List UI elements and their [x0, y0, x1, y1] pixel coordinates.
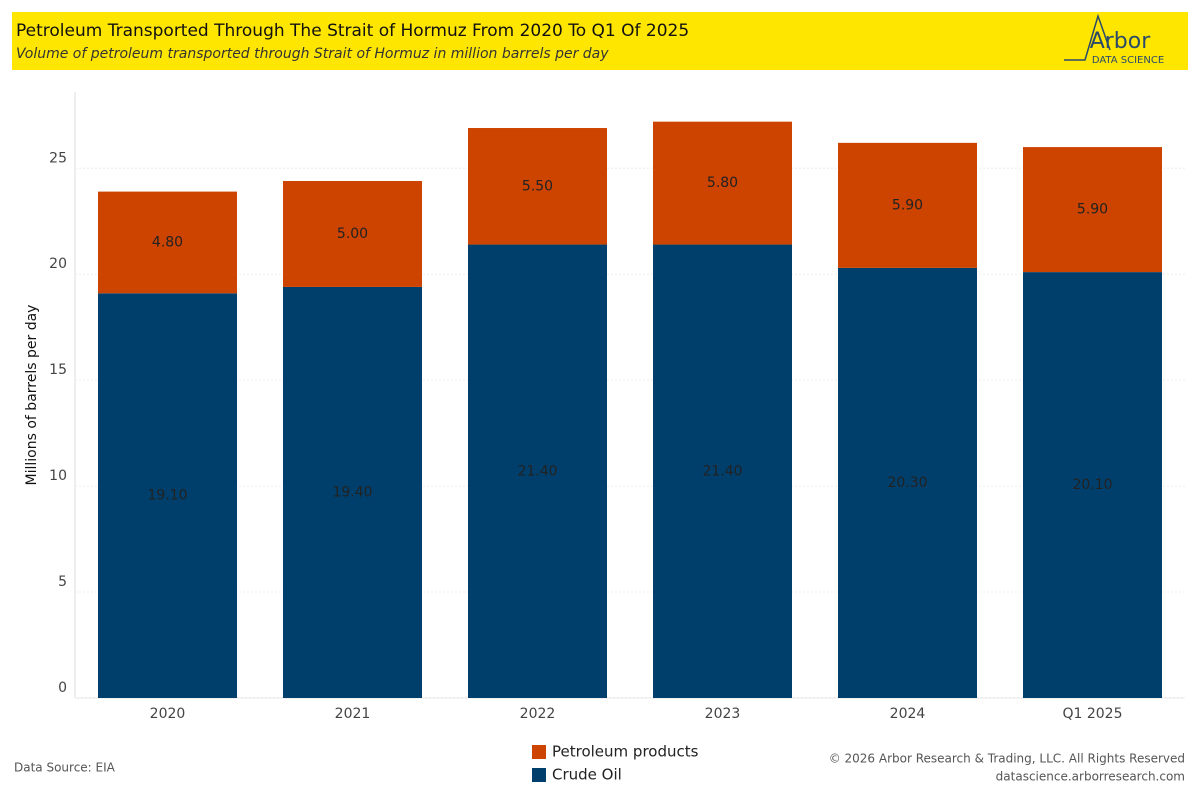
- header-band: [12, 12, 1188, 70]
- x-tick-label: Q1 2025: [1062, 706, 1122, 722]
- value-label: 5.80: [707, 175, 738, 191]
- website: datascience.arborresearch.com: [996, 770, 1185, 784]
- value-label: 5.90: [892, 197, 923, 213]
- x-tick-label: 2022: [520, 706, 556, 722]
- x-tick-label: 2024: [890, 706, 926, 722]
- value-label: 21.40: [702, 463, 742, 479]
- legend-swatch: [532, 768, 546, 782]
- value-label: 20.30: [887, 475, 927, 491]
- bar-segment: [838, 142, 977, 268]
- bar-segment: [98, 191, 237, 294]
- bar-segment: [468, 244, 607, 698]
- y-tick-label: 25: [49, 150, 67, 166]
- y-tick-label: 15: [49, 362, 67, 378]
- bar-segment: [838, 267, 977, 698]
- y-tick-label: 0: [58, 680, 67, 696]
- legend-swatch: [532, 745, 546, 759]
- y-tick-label: 20: [49, 256, 67, 272]
- value-label: 5.00: [337, 226, 368, 242]
- y-tick-label: 5: [58, 574, 67, 590]
- bar-segment: [468, 128, 607, 245]
- bar-segment: [653, 244, 792, 698]
- bar-segment: [283, 286, 422, 698]
- value-label: 4.80: [152, 234, 183, 250]
- value-label: 5.90: [1077, 202, 1108, 218]
- x-tick-label: 2023: [705, 706, 741, 722]
- value-label: 20.10: [1072, 477, 1112, 493]
- bar-segment: [283, 180, 422, 287]
- bar-segment: [653, 121, 792, 245]
- value-label: 21.40: [517, 463, 557, 479]
- logo-mark: [1064, 13, 1111, 61]
- y-tick-label: 10: [49, 468, 67, 484]
- bar-segment: [98, 293, 237, 698]
- bar-segment: [1023, 147, 1162, 273]
- value-label: 5.50: [522, 178, 553, 194]
- legend-label: Petroleum products: [552, 743, 699, 761]
- x-tick-label: 2021: [335, 706, 371, 722]
- y-axis-label: Millions of barrels per day: [24, 305, 40, 486]
- logo-name: Arbor: [1090, 29, 1152, 54]
- logo-tagline: DATA SCIENCE: [1092, 55, 1164, 66]
- chart-subtitle: Volume of petroleum transported through …: [16, 46, 609, 62]
- legend-label: Crude Oil: [552, 766, 622, 784]
- copyright: © 2026 Arbor Research & Trading, LLC. Al…: [829, 752, 1185, 766]
- value-label: 19.40: [332, 484, 372, 500]
- value-label: 19.10: [147, 488, 187, 504]
- source: Data Source: EIA: [14, 761, 116, 775]
- chart-title: Petroleum Transported Through The Strait…: [16, 21, 689, 41]
- x-tick-label: 2020: [150, 706, 186, 722]
- bar-segment: [1023, 272, 1162, 698]
